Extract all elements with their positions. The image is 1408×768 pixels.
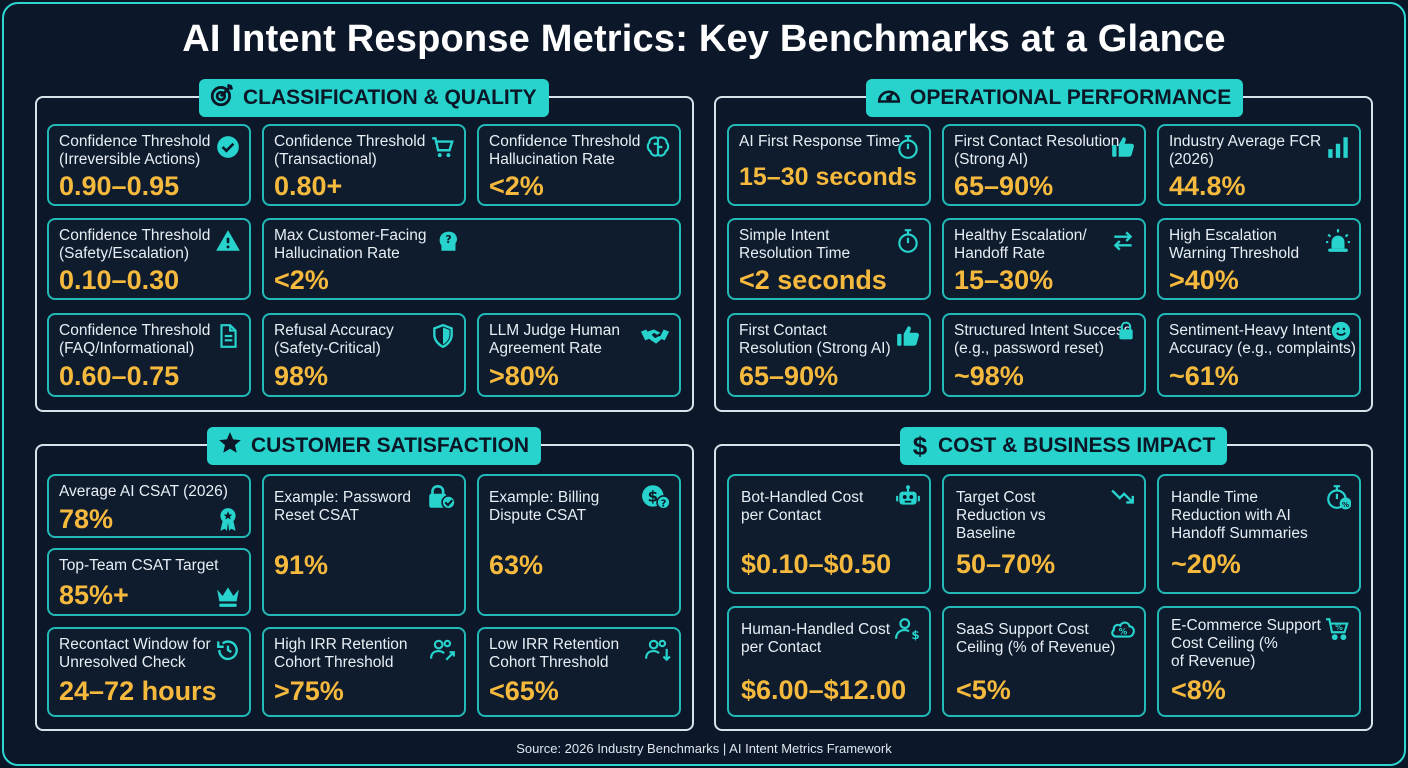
brain-icon (645, 134, 671, 160)
panel-cost: $ COST & BUSINESS IMPACT (714, 427, 1373, 731)
panel-satisfaction: CUSTOMER SATISFACTION (35, 427, 694, 731)
panel-title-cost: $ COST & BUSINESS IMPACT (900, 427, 1228, 465)
metric-card: Sentiment-Heavy Intent Accuracy (e.g., c… (1157, 313, 1361, 397)
history-icon (215, 637, 241, 663)
warning-icon (215, 228, 241, 254)
head-question-icon: ? (436, 228, 462, 254)
metric-card: Healthy Escalation/ Handoff Rate 15–30% (942, 218, 1146, 300)
cloud-percent-icon: % (1110, 616, 1136, 642)
svg-text:?: ? (661, 499, 667, 510)
smiley-icon (1331, 321, 1351, 341)
users-down-icon (645, 637, 671, 663)
metric-card: First Contact Resolution (Strong AI) 65–… (727, 313, 931, 397)
svg-text:$: $ (911, 628, 919, 642)
metric-card: Confidence Threshold (Transactional) 0.8… (262, 124, 466, 206)
metric-card: Industry Average FCR (2026) 44.8% (1157, 124, 1361, 206)
panel-classification: CLASSIFICATION & QUALITY (35, 79, 694, 412)
lock-icon (1116, 321, 1136, 341)
metric-card: Example: Billing Dispute CSAT 63% $? (477, 474, 681, 616)
metric-card: High Escalation Warning Threshold >40% (1157, 218, 1361, 300)
alarm-light-icon (1325, 228, 1351, 254)
metric-card: Average AI CSAT (2026) 78% (47, 474, 251, 538)
page-title: AI Intent Response Metrics: Key Benchmar… (182, 18, 1226, 60)
metric-card: Human-Handled Cost per Contact $6.00–$12… (727, 606, 931, 717)
metric-card: Recontact Window for Unresolved Check 24… (47, 627, 251, 717)
metric-card: E-Commerce Support Cost Ceiling (% of Re… (1157, 606, 1361, 717)
panel-operational: OPERATIONAL PERFORMANCE (714, 79, 1373, 412)
svg-text:%: % (1119, 627, 1128, 637)
svg-text:%: % (1335, 623, 1343, 632)
cart-percent-icon: % (1325, 616, 1351, 642)
user-dollar-icon: $ (895, 616, 921, 642)
thumbs-up-icon (1110, 134, 1136, 160)
svg-text:$: $ (648, 487, 658, 505)
metric-card: Example: Password Reset CSAT 91% (262, 474, 466, 616)
metric-card: AI First Response Time 15–30 seconds (727, 124, 931, 206)
shield-icon (430, 323, 456, 349)
document-icon (215, 323, 241, 349)
trend-down-icon (1110, 484, 1136, 510)
stopwatch-icon (895, 134, 921, 160)
metric-card: Structured Intent Success (e.g., passwor… (942, 313, 1146, 397)
metric-card: Confidence Threshold (Irreversible Actio… (47, 124, 251, 206)
stopwatch-icon (895, 228, 921, 254)
timer-percent-icon: % (1325, 484, 1352, 510)
crown-icon (215, 583, 241, 609)
metric-card: Top-Team CSAT Target 85%+ (47, 548, 251, 616)
metric-card: High IRR Retention Cohort Threshold >75% (262, 627, 466, 717)
robot-icon (895, 484, 921, 510)
metric-card: Target Cost Reduction vs Baseline 50–70% (942, 474, 1146, 594)
source-caption: Source: 2026 Industry Benchmarks | AI In… (516, 741, 892, 756)
metric-card: SaaS Support Cost Ceiling (% of Revenue)… (942, 606, 1146, 717)
svg-text:?: ? (445, 233, 451, 246)
metric-card: Max Customer-Facing Hallucination Rate <… (262, 218, 681, 300)
lock-check-icon (426, 484, 456, 510)
metric-card: Refusal Accuracy (Safety-Critical) 98% (262, 313, 466, 397)
panel-title-operational: OPERATIONAL PERFORMANCE (866, 79, 1244, 117)
award-ribbon-icon (215, 506, 241, 532)
svg-text:%: % (1342, 500, 1349, 509)
thumbs-up-icon (895, 323, 921, 349)
metric-card: Confidence Threshold Hallucination Rate … (477, 124, 681, 206)
metric-card: Bot-Handled Cost per Contact $0.10–$0.50 (727, 474, 931, 594)
dollar-icon: $ (912, 430, 928, 461)
handshake-icon (639, 323, 671, 349)
target-icon (209, 82, 235, 114)
swap-arrows-icon (1110, 228, 1136, 254)
bar-chart-icon (1325, 134, 1351, 160)
metric-card: Handle Time Reduction with AI Handoff Su… (1157, 474, 1361, 594)
panel-title-classification: CLASSIFICATION & QUALITY (199, 79, 549, 117)
speedometer-icon (876, 82, 902, 114)
metric-card: Simple Intent Resolution Time <2 seconds (727, 218, 931, 300)
metric-card: LLM Judge Human Agreement Rate >80% (477, 313, 681, 397)
metric-card: Low IRR Retention Cohort Threshold <65% (477, 627, 681, 717)
metric-card: Confidence Threshold (FAQ/Informational)… (47, 313, 251, 397)
check-circle-icon (215, 134, 241, 160)
panel-title-satisfaction: CUSTOMER SATISFACTION (207, 427, 542, 465)
metric-card: Confidence Threshold (Safety/Escalation)… (47, 218, 251, 300)
dollar-question-icon: $? (641, 484, 671, 510)
cart-icon (430, 134, 456, 160)
metric-card: First Contact Resolution (Strong AI) 65–… (942, 124, 1146, 206)
star-icon (217, 430, 243, 462)
users-up-icon (430, 637, 456, 663)
